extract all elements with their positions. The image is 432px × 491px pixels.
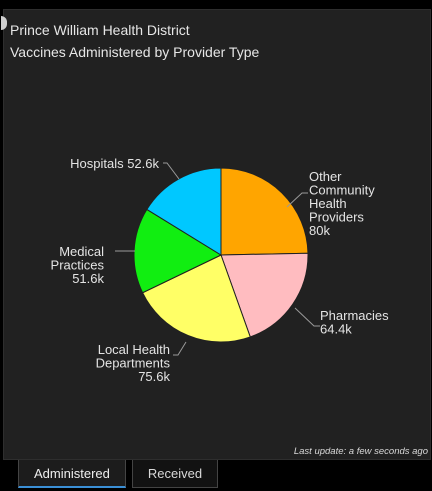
- pie-chart: Other Community Health Providers 80k Pharmaci…: [51, 156, 390, 384]
- pie-label-leader: [286, 192, 308, 208]
- pie-slice-label: Hospitals 52.6k: [70, 156, 159, 171]
- tab-received[interactable]: Received: [131, 460, 219, 488]
- pie-slice[interactable]: [220, 252, 309, 338]
- tab-bar: Administered Received: [18, 460, 219, 491]
- tab-administered[interactable]: Administered: [18, 460, 126, 488]
- pie-label-leader: [163, 162, 180, 180]
- chart-panel: Prince William Health District Vaccines …: [1, 9, 431, 460]
- pie-slice-label: Other Community Health Providers 80k: [309, 169, 375, 238]
- panel-handle[interactable]: [1, 16, 7, 30]
- chart-subtitle: Vaccines Administered by Provider Type: [10, 44, 260, 60]
- pie-label-leader: [294, 307, 320, 327]
- pie-slice[interactable]: [220, 167, 309, 256]
- pie-slice-label: Pharmacies 64.4k: [320, 308, 389, 337]
- pie-label-leader: [173, 341, 187, 356]
- chart-title: Prince William Health District: [10, 22, 190, 38]
- pie-slice-label: Local Health Departments 75.6k: [96, 342, 171, 384]
- pie-slice-label: Medical Practices 51.6k: [51, 244, 105, 286]
- last-update-text: Last update: a few seconds ago: [293, 446, 428, 457]
- pie-slice[interactable]: [141, 254, 251, 343]
